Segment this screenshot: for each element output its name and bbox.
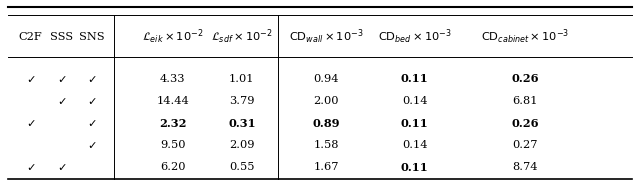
Text: $\checkmark$: $\checkmark$ (57, 162, 66, 172)
Text: $\mathrm{CD}_{bed} \times 10^{-3}$: $\mathrm{CD}_{bed} \times 10^{-3}$ (378, 28, 452, 46)
Text: SSS: SSS (50, 32, 73, 42)
Text: $\checkmark$: $\checkmark$ (26, 74, 35, 84)
Text: 4.33: 4.33 (160, 74, 186, 84)
Text: $\checkmark$: $\checkmark$ (88, 96, 97, 106)
Text: $\mathrm{CD}_{wall} \times 10^{-3}$: $\mathrm{CD}_{wall} \times 10^{-3}$ (289, 28, 364, 46)
Text: 2.09: 2.09 (229, 140, 255, 150)
Text: $\mathcal{L}_{eik} \times 10^{-2}$: $\mathcal{L}_{eik} \times 10^{-2}$ (142, 28, 204, 46)
Text: C2F: C2F (19, 32, 43, 42)
Text: 0.11: 0.11 (401, 117, 429, 129)
Text: 14.44: 14.44 (156, 96, 189, 106)
Text: 0.14: 0.14 (402, 140, 428, 150)
Text: 1.01: 1.01 (229, 74, 255, 84)
Text: 0.11: 0.11 (401, 162, 429, 173)
Text: 1.58: 1.58 (314, 140, 339, 150)
Text: 0.26: 0.26 (511, 73, 538, 84)
Text: 9.50: 9.50 (160, 140, 186, 150)
Text: $\checkmark$: $\checkmark$ (26, 162, 35, 172)
Text: $\mathcal{L}_{sdf} \times 10^{-2}$: $\mathcal{L}_{sdf} \times 10^{-2}$ (211, 28, 273, 46)
Text: 3.79: 3.79 (229, 96, 255, 106)
Text: $\checkmark$: $\checkmark$ (26, 118, 35, 128)
Text: 0.27: 0.27 (512, 140, 538, 150)
Text: 0.14: 0.14 (402, 96, 428, 106)
Text: SNS: SNS (79, 32, 105, 42)
Text: 8.74: 8.74 (512, 162, 538, 172)
Text: 0.94: 0.94 (314, 74, 339, 84)
Text: 0.89: 0.89 (313, 117, 340, 129)
Text: 0.31: 0.31 (228, 117, 256, 129)
Text: $\checkmark$: $\checkmark$ (57, 74, 66, 84)
Text: $\checkmark$: $\checkmark$ (88, 140, 97, 150)
Text: 1.67: 1.67 (314, 162, 339, 172)
Text: $\checkmark$: $\checkmark$ (88, 118, 97, 128)
Text: $\checkmark$: $\checkmark$ (88, 74, 97, 84)
Text: $\checkmark$: $\checkmark$ (57, 96, 66, 106)
Text: $\mathrm{CD}_{cabinet} \times 10^{-3}$: $\mathrm{CD}_{cabinet} \times 10^{-3}$ (481, 28, 569, 46)
Text: 0.55: 0.55 (229, 162, 255, 172)
Text: 0.11: 0.11 (401, 73, 429, 84)
Text: 6.20: 6.20 (160, 162, 186, 172)
Text: 2.32: 2.32 (159, 117, 186, 129)
Text: 0.26: 0.26 (511, 117, 538, 129)
Text: 2.00: 2.00 (314, 96, 339, 106)
Text: 6.81: 6.81 (512, 96, 538, 106)
